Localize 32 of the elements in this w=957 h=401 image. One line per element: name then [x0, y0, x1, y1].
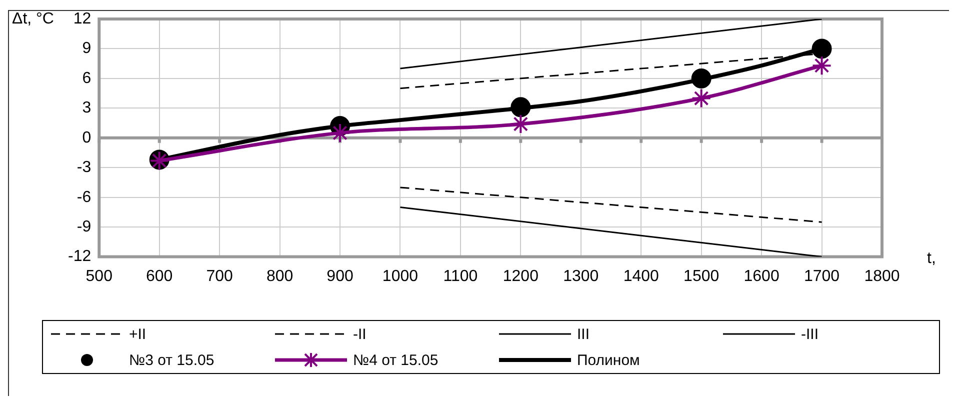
x-axis-title: t,: [927, 250, 936, 268]
x-tick-label: 1300: [563, 268, 599, 285]
y-tick-label: 12: [73, 10, 92, 28]
legend-label: №3 от 15.05: [129, 352, 214, 368]
legend-label: -III: [801, 326, 818, 342]
x-tick-label: 600: [146, 268, 173, 285]
legend-label: III: [577, 326, 590, 342]
y-tick-label: -9: [76, 218, 92, 236]
y-tick-label: -6: [76, 188, 92, 206]
y-tick-label: 3: [82, 100, 92, 117]
y-axis-title: Δt, °C: [12, 10, 54, 28]
x-tick-label: 500: [86, 268, 113, 285]
legend-label: -II: [353, 326, 366, 342]
y-tick-label: 0: [82, 129, 92, 146]
legend-label: №4 от 15.05: [353, 352, 438, 368]
x-tick-label: 800: [266, 268, 294, 285]
legend-label: +II: [129, 326, 146, 342]
y-tick-label: -3: [76, 159, 92, 176]
x-tick-label: 1400: [623, 268, 660, 285]
x-tick-label: 900: [326, 268, 354, 285]
y-tick-label: 9: [82, 40, 92, 58]
y-tick-label: -12: [68, 248, 92, 266]
x-tick-label: 1000: [382, 268, 418, 285]
x-tick-label: 1700: [804, 268, 840, 285]
x-tick-label: 1500: [684, 268, 720, 285]
x-tick-label: 1100: [443, 268, 478, 285]
legend-label: Полином: [577, 352, 640, 368]
x-tick-label: 1200: [502, 268, 539, 285]
x-tick-label: 1600: [744, 268, 780, 285]
y-tick-label: 6: [82, 70, 92, 87]
x-tick-label: 1800: [864, 268, 900, 285]
x-tick-label: 700: [206, 268, 234, 285]
